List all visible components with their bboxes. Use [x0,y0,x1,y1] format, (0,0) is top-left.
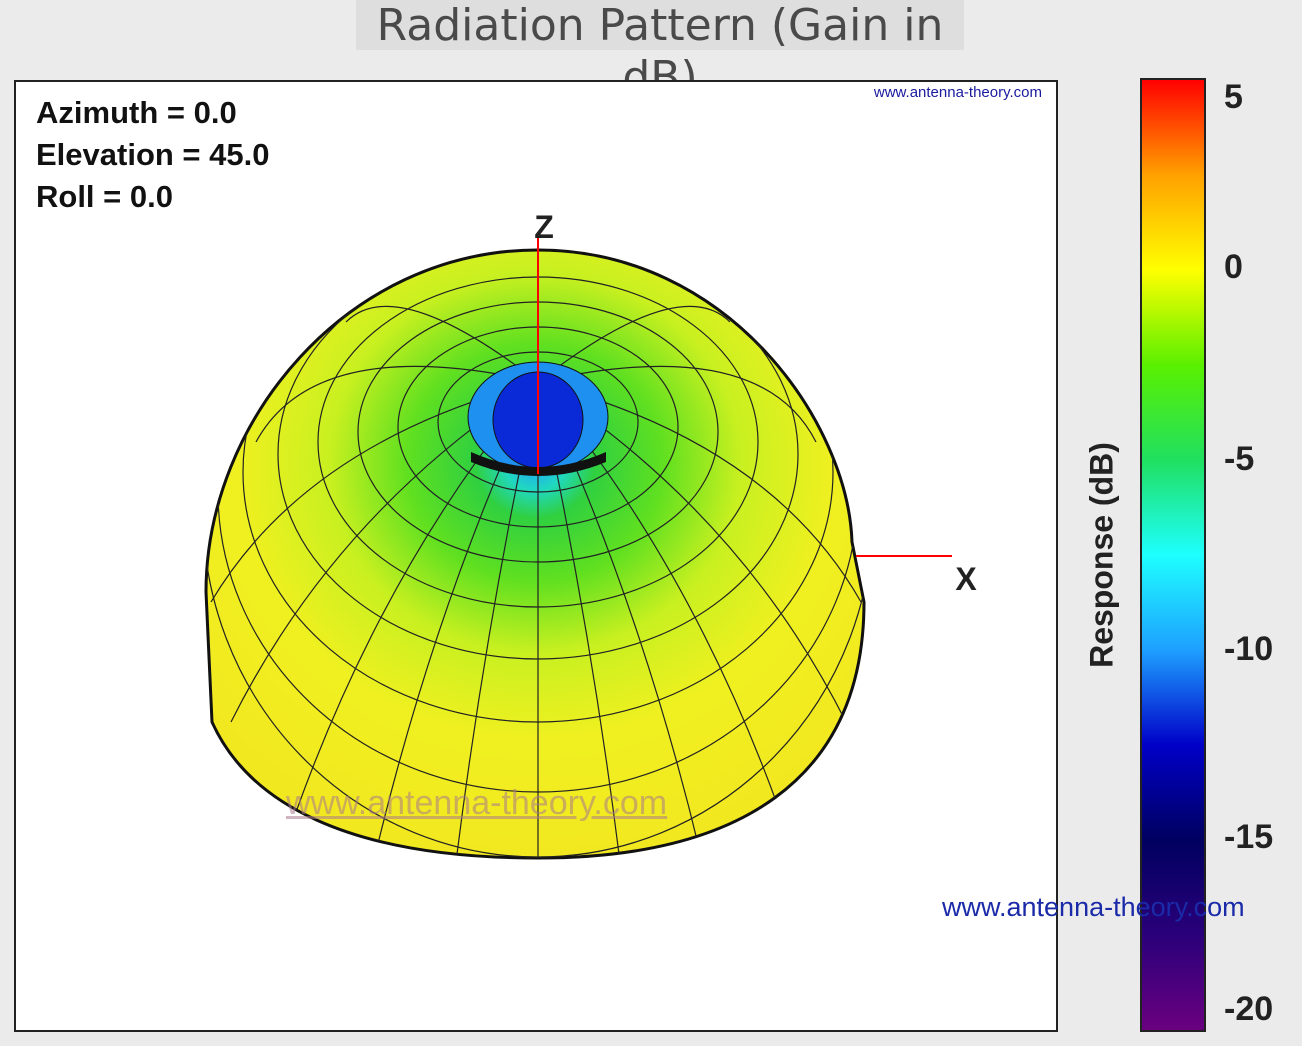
colorbar-tick-minus5: -5 [1224,440,1255,478]
colorbar-tick-5: 5 [1224,78,1243,116]
watermark-large: www.antenna-theory.com [942,892,1245,922]
colorbar [1140,78,1206,1032]
roll-label: Roll = 0.0 [36,179,173,214]
elevation-label: Elevation = 45.0 [36,137,270,172]
colorbar-tick-0: 0 [1224,248,1243,286]
colorbar-label: Response (dB) [1083,442,1120,668]
colorbar-tick-minus20: -20 [1224,990,1274,1028]
watermark-faint: www.antenna-theory.com [286,784,668,822]
z-axis-label: Z [534,209,554,245]
pattern-null-shadow [471,452,606,476]
view-parameters: Azimuth = 0.0 Elevation = 45.0 Roll = 0.… [36,92,269,218]
plot-area: Azimuth = 0.0 Elevation = 45.0 Roll = 0.… [14,80,1058,1032]
x-axis-label: X [955,561,977,597]
azimuth-label: Azimuth = 0.0 [36,95,237,130]
radiation-pattern-3d: Z X [204,209,977,860]
chart-title: Radiation Pattern (Gain in dB) [356,0,964,103]
colorbar-tick-minus15: -15 [1224,818,1274,856]
colorbar-tick-minus10: -10 [1224,630,1274,668]
watermark-small: www.antenna-theory.com [873,84,1042,101]
